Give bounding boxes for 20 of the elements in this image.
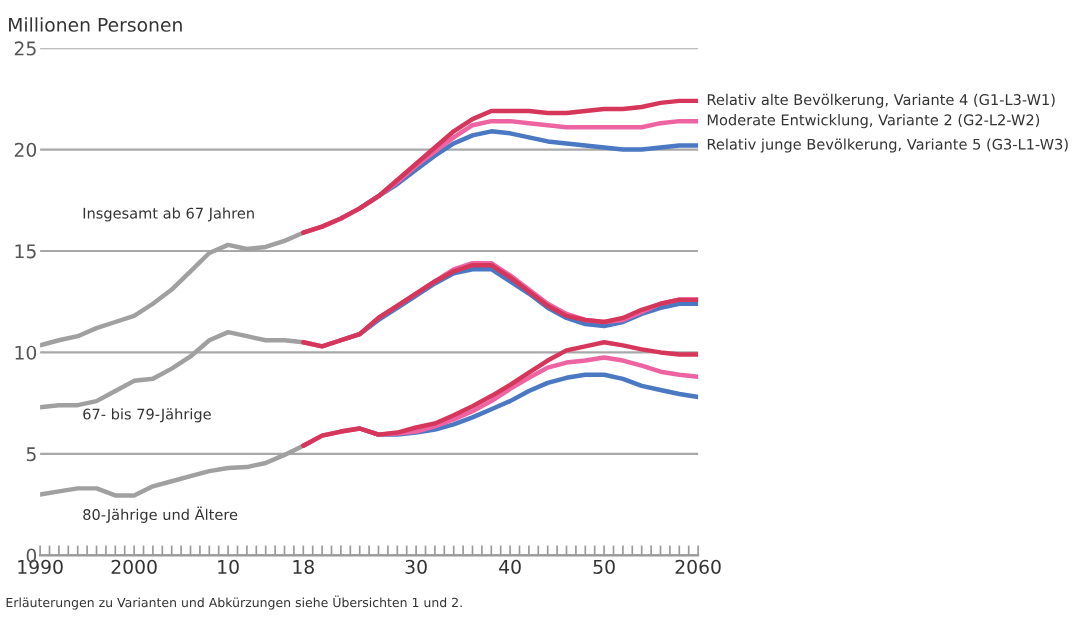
y-tick-label: 15 bbox=[15, 244, 36, 259]
x-tick-label: 40 bbox=[499, 559, 521, 574]
x-tick-label: 50 bbox=[593, 559, 615, 574]
x-tick-label: 2000 bbox=[111, 559, 157, 574]
text: Erläuterungen zu Varianten und Abkürzungen siehe Übersichten 1 und 2. bbox=[6, 595, 462, 610]
y-tick-label: 20 bbox=[14, 142, 37, 157]
y-axis-title: Millionen Personen bbox=[9, 17, 182, 32]
annotation: 80-Jährige und Ältere bbox=[83, 506, 238, 523]
series-label: Relativ alte Bevölkerung, Variante 4 (G1-L3-W1) bbox=[707, 93, 1055, 108]
x-tick-label: 2060 bbox=[675, 559, 721, 574]
x-tick-label: 30 bbox=[405, 559, 427, 574]
annotation: Insgesamt ab 67 Jahren bbox=[83, 207, 254, 222]
series-label: Moderate Entwicklung, Variante 2 (G2-L2-W2) bbox=[707, 114, 1040, 129]
y-tick-label: 10 bbox=[15, 345, 37, 360]
series-label: Relativ junge Bevölkerung, Variante 5 (G3-L1-W3) bbox=[707, 138, 1068, 153]
x-tick-label: 18 bbox=[293, 559, 314, 574]
y-tick-label: 25 bbox=[14, 41, 36, 56]
y-tick-label: 5 bbox=[26, 447, 36, 462]
x-tick-label: 10 bbox=[218, 559, 239, 574]
annotation: 67- bis 79-Jährige bbox=[83, 408, 211, 423]
